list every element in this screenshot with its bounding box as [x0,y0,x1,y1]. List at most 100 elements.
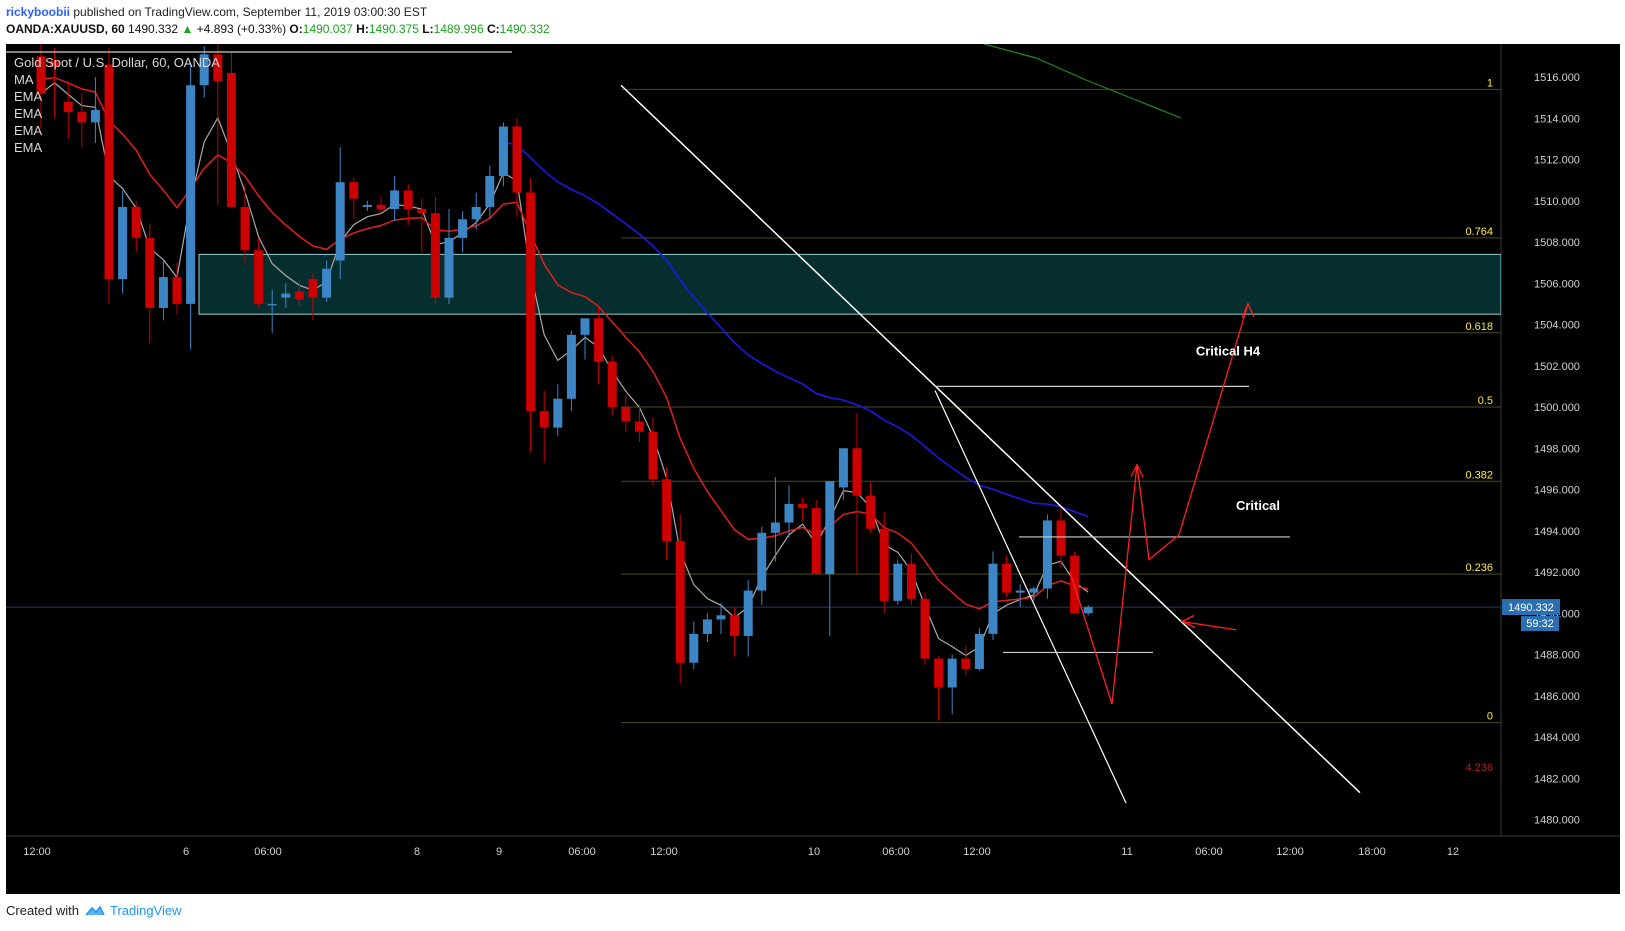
candle-body-bear [512,126,522,193]
candle-body-bear [730,615,740,636]
footer: Created with TradingView [6,903,182,918]
legend-indicator-ema[interactable]: EMA [14,89,43,104]
candle-body-bear [145,237,155,308]
x-tick-label: 06:00 [254,846,282,858]
candle-body-bear [648,431,658,480]
plot-layer: 1 0.764 0.618 0.5 0.382 0.236 0 4.236 [6,44,1501,804]
candle-body-bull [498,126,508,176]
y-tick-label: 1502.000 [1534,361,1580,373]
y-tick-label: 1488.000 [1534,650,1580,662]
high-label: H: [356,22,369,36]
candle-body-bull [90,110,100,123]
candle-body-bull [988,563,998,634]
candle-body-bear [539,411,549,428]
candle-body-bull [186,85,196,304]
ohlc-line: OANDA:XAUUSD, 60 1490.332 ▲ +4.893 (+0.3… [6,22,550,36]
candle-body-bull [199,54,209,86]
candle-body-bear [798,503,808,509]
legend-indicator-ema[interactable]: EMA [14,140,43,155]
candle-body-bear [403,190,413,209]
candle-body-bear [417,209,427,214]
candle-body-bear [1002,563,1012,593]
y-tick-label: 1492.000 [1534,567,1580,579]
candle-body-bear [376,204,386,209]
y-tick-label: 1486.000 [1534,691,1580,703]
fib-level-label: 0.764 [1465,226,1493,238]
legend-indicator-ma[interactable]: MA [14,72,34,87]
candle-body-bear [172,277,182,304]
footer-created-with: Created with [6,903,79,918]
candle-body-bull [267,303,277,306]
candle-body-bull [471,206,481,220]
legend-title: Gold Spot / U.S. Dollar, 60, OANDA [14,55,220,70]
footer-brand-link[interactable]: TradingView [110,903,182,918]
symbol-label: OANDA:XAUUSD, 60 [6,22,125,36]
candle-body-bear [961,658,971,669]
close-value: 1490.332 [499,22,550,36]
x-tick-label: 12 [1447,846,1459,858]
price-pointer-arrow [1181,620,1237,631]
chart-header: rickyboobii published on TradingView.com… [0,0,1625,44]
candle-body-bull [1042,520,1052,589]
candle-body-bear [430,213,440,298]
fib-level-label: 0 [1487,711,1493,723]
arrow-head-icon [1241,302,1255,319]
x-tick-label: 18:00 [1358,846,1386,858]
open-value: 1490.037 [302,22,353,36]
close-label: C: [486,22,500,36]
y-tick-label: 1480.000 [1534,815,1580,827]
candle-body-bull [322,268,332,298]
candle-body-bull [974,633,984,669]
price-chart[interactable]: 1516.000 1514.000 1512.000 1510.000 1508.000… [6,44,1620,894]
annotation-critical-h4: Critical H4 [1196,343,1261,358]
publish-info: published on TradingView.com, September … [73,5,428,19]
candle-body-bear [526,192,536,412]
y-tick-label: 1516.000 [1534,72,1580,84]
x-tick-label: 06:00 [568,846,596,858]
legend-indicator-ema[interactable]: EMA [14,106,43,121]
candle-body-bear [1056,520,1066,556]
candle-body-bear [934,658,944,688]
y-tick-label: 1510.000 [1534,196,1580,208]
y-tick-label: 1496.000 [1534,485,1580,497]
candle-body-bear [852,448,862,496]
candle-body-bear [920,598,930,659]
ema-green-line [983,44,1182,119]
candle-body-bull [553,398,563,428]
fib-level-label: 4.236 [1465,762,1493,774]
candle-body-bear [36,56,46,94]
x-tick-label: 06:00 [882,846,910,858]
candle-body-bear [308,279,318,298]
candle-body-bull [893,563,903,601]
candle-body-bull [1029,588,1039,593]
x-tick-label: 10 [808,846,820,858]
ema-blue-line [503,141,1089,518]
x-tick-label: 12:00 [650,846,678,858]
chart-area[interactable]: 1516.000 1514.000 1512.000 1510.000 1508.000… [6,44,1620,894]
candle-body-bear [607,361,617,407]
x-tick-label: 8 [414,846,420,858]
fib-level-label: 0.5 [1478,395,1493,407]
candle-body-bull [580,318,590,335]
candle-body-bear [675,541,685,663]
candle-body-bull [825,481,835,575]
candle-body-bull [485,176,495,207]
author-link[interactable]: rickyboobii [6,5,71,19]
y-tick-label: 1482.000 [1534,773,1580,785]
candle-body-bear [879,528,889,601]
candle-body-bull [1015,590,1025,593]
candle-body-bull [757,532,767,591]
steep-trendline [934,390,1127,804]
candle-body-bear [634,421,644,432]
legend-indicator-ema[interactable]: EMA [14,123,43,138]
y-tick-label: 1506.000 [1534,278,1580,290]
publish-line: rickyboobii published on TradingView.com… [6,5,427,19]
candle-body-bull [770,522,780,533]
candle-body-bear [77,112,87,123]
candle-body-bull [335,182,345,261]
candle-body-bear [594,318,604,362]
y-tick-label: 1494.000 [1534,526,1580,538]
fib-level-label: 1 [1487,77,1493,89]
price-change: +4.893 (+0.33%) [196,22,287,36]
arrow-head-icon [1130,463,1144,478]
